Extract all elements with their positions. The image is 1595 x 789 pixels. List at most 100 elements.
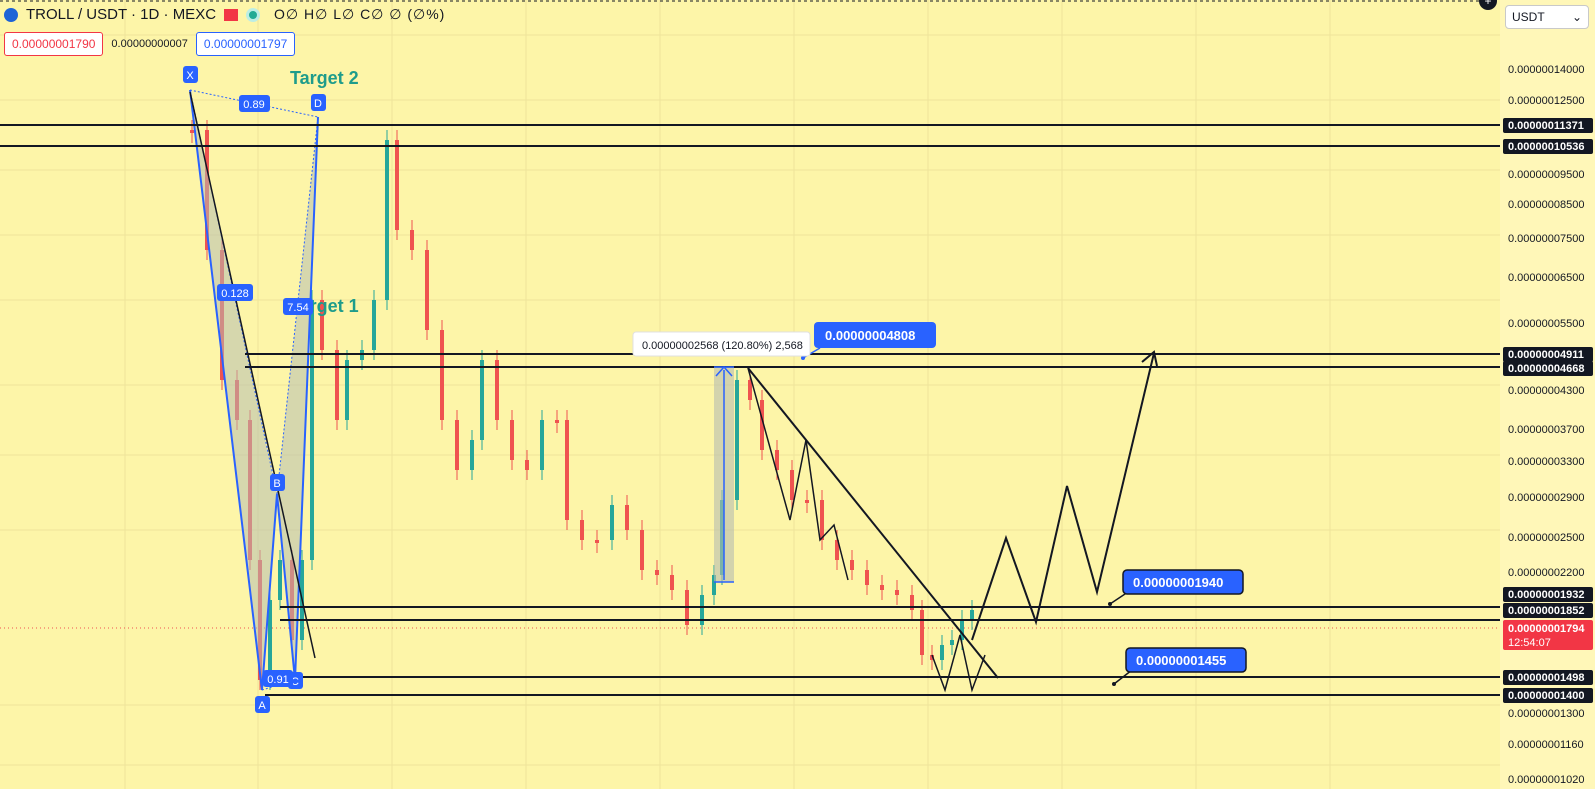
axis-tick: 0.00000008500 bbox=[1508, 199, 1584, 211]
axis-tick: 0.00000001020 bbox=[1508, 774, 1584, 786]
projection-arrowhead bbox=[1141, 350, 1158, 367]
countdown-label: 12:54:07 bbox=[1508, 637, 1551, 649]
level-label: 0.00000001400 bbox=[1508, 690, 1584, 702]
callout-mid: 0.00000001940 bbox=[1133, 575, 1223, 590]
add-icon[interactable]: + bbox=[1479, 0, 1497, 10]
candle-body bbox=[455, 420, 459, 470]
candle-body bbox=[268, 600, 272, 680]
candle-body bbox=[735, 380, 739, 500]
candle-body bbox=[920, 610, 924, 655]
candle-body bbox=[335, 350, 339, 420]
callout-top: 0.00000004808 bbox=[825, 328, 915, 343]
candle-body bbox=[510, 420, 514, 460]
candle-body bbox=[625, 505, 629, 530]
ratio-xb-label: 0.128 bbox=[221, 288, 249, 300]
candle-body bbox=[940, 645, 944, 660]
axis-tick: 0.00000001160 bbox=[1508, 739, 1584, 751]
candle-body bbox=[540, 420, 544, 470]
level-label: 0.00000001932 bbox=[1508, 589, 1584, 601]
axis-tick: 0.00000009500 bbox=[1508, 169, 1584, 181]
candle-body bbox=[865, 570, 869, 585]
axis-tick: 0.00000005500 bbox=[1508, 318, 1584, 330]
axis-tick: 0.00000014000 bbox=[1508, 64, 1584, 76]
candle-body bbox=[655, 570, 659, 575]
market-status-icon bbox=[246, 7, 261, 22]
candle-body bbox=[850, 560, 854, 570]
mini-zigzag bbox=[747, 367, 849, 581]
candle-body bbox=[495, 360, 499, 420]
pattern-xab-fill bbox=[190, 90, 277, 690]
currency-select[interactable]: USDT ⌄ bbox=[1505, 5, 1589, 29]
candle-body bbox=[835, 540, 839, 560]
pattern-trendline bbox=[189, 91, 316, 659]
candle-body bbox=[555, 420, 559, 423]
current-price-label: 0.00000001794 bbox=[1508, 623, 1585, 635]
ratio-xd-label: 0.89 bbox=[243, 99, 264, 111]
candle-body bbox=[278, 560, 282, 600]
candle-body bbox=[525, 460, 529, 470]
axis-tick: 0.00000001300 bbox=[1508, 708, 1584, 720]
candle-body bbox=[595, 540, 599, 543]
trade-buttons: 0.00000001790 0.00000000007 0.0000000179… bbox=[4, 32, 296, 56]
ratio-ac-label: 0.91 bbox=[267, 674, 288, 686]
level-label: 0.00000004911 bbox=[1508, 349, 1584, 361]
callout-low: 0.00000001455 bbox=[1136, 653, 1226, 668]
level-label: 0.00000001498 bbox=[1508, 672, 1584, 684]
candle-body bbox=[895, 590, 899, 595]
level-label-boxes: 0.00000011371 0.00000010536 0.0000000491… bbox=[1503, 118, 1593, 703]
ratio-bd-label: 7.54 bbox=[287, 302, 308, 314]
candle-body bbox=[950, 640, 954, 645]
axis-tick: 0.00000002500 bbox=[1508, 532, 1584, 544]
spread-value: 0.00000000007 bbox=[111, 38, 188, 50]
axis-tick: 0.00000002900 bbox=[1508, 492, 1584, 504]
candle-body bbox=[748, 380, 752, 400]
candles bbox=[190, 120, 974, 690]
measure-label: 0.00000002568 (120.80%) 2,568 bbox=[642, 340, 803, 352]
candle-body bbox=[425, 250, 429, 330]
candle-body bbox=[395, 140, 399, 230]
candle-body bbox=[480, 360, 484, 440]
axis-tick: 0.00000004300 bbox=[1508, 385, 1584, 397]
candle-body bbox=[372, 300, 376, 350]
current-price-box bbox=[1503, 620, 1593, 650]
currency-value: USDT bbox=[1512, 10, 1545, 24]
point-d-label: D bbox=[314, 98, 322, 110]
candle-body bbox=[760, 400, 764, 450]
point-b-label: B bbox=[273, 478, 280, 490]
mini-zigzag-2 bbox=[931, 634, 986, 693]
candle-body bbox=[640, 530, 644, 570]
level-label: 0.00000010536 bbox=[1508, 141, 1584, 153]
candle-body bbox=[970, 610, 974, 620]
point-a-label: A bbox=[258, 700, 266, 712]
candle-body bbox=[805, 500, 809, 503]
candle-body bbox=[565, 420, 569, 520]
axis-tick: 0.00000003300 bbox=[1508, 456, 1584, 468]
candle-body bbox=[820, 500, 824, 540]
projection-path bbox=[971, 352, 1155, 641]
candle-body bbox=[712, 575, 716, 595]
descending-trendline bbox=[747, 367, 999, 679]
levels bbox=[0, 124, 1500, 696]
exchange-logo-icon bbox=[4, 7, 18, 22]
axis-tick: 0.00000002200 bbox=[1508, 567, 1584, 579]
axis-tick: 0.00000003700 bbox=[1508, 424, 1584, 436]
candle-body bbox=[960, 620, 964, 640]
candle-body bbox=[670, 575, 674, 590]
pattern-bcd-fill bbox=[277, 117, 318, 680]
buy-button[interactable]: 0.00000001797 bbox=[195, 32, 296, 56]
candle-body bbox=[190, 130, 194, 133]
axis-tick: 0.00000006500 bbox=[1508, 272, 1584, 284]
candle-body bbox=[580, 520, 584, 540]
level-label: 0.00000004668 bbox=[1508, 363, 1584, 375]
point-x-label: X bbox=[186, 70, 194, 82]
symbol-title[interactable]: TROLL / USDT · 1D · MEXC bbox=[26, 6, 217, 23]
candle-body bbox=[930, 655, 934, 660]
target1-label: Target 1 bbox=[290, 296, 359, 316]
flag-icon[interactable] bbox=[224, 8, 239, 21]
level-label: 0.00000011371 bbox=[1508, 120, 1584, 132]
candle-body bbox=[880, 585, 884, 590]
candle-body bbox=[410, 230, 414, 250]
candle-body bbox=[910, 595, 914, 610]
sell-button[interactable]: 0.00000001790 bbox=[4, 32, 104, 56]
